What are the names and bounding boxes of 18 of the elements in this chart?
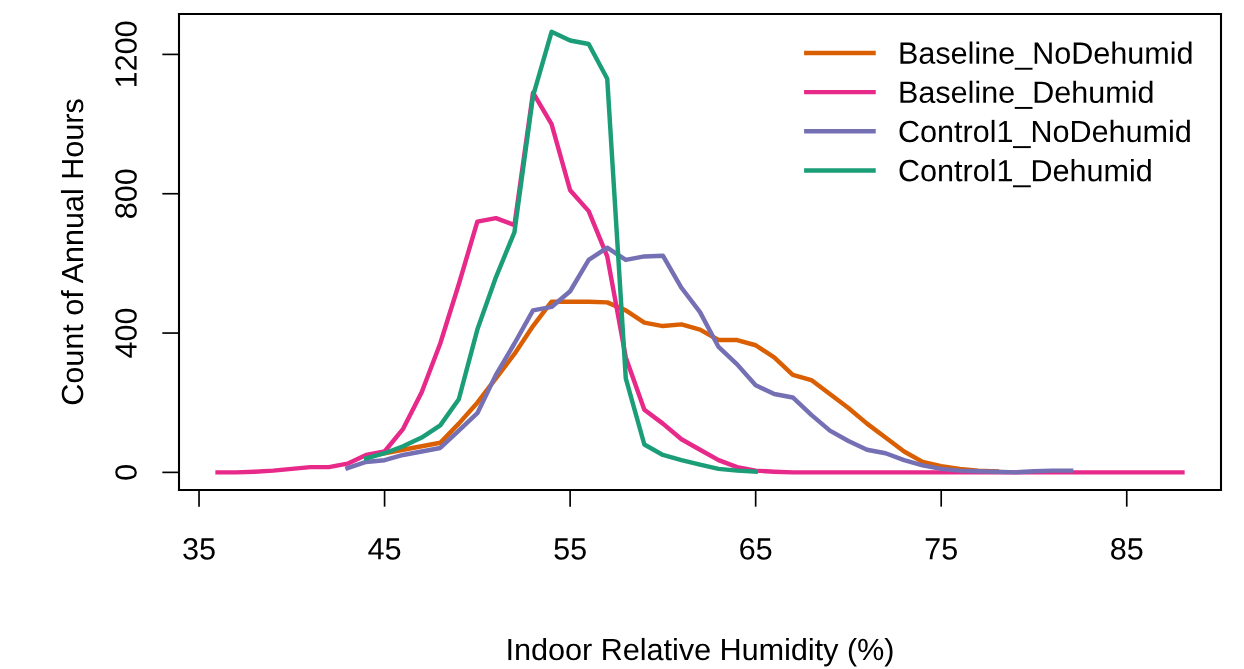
line-series — [345, 245, 1074, 475]
y-tick-label: 0 — [115, 465, 137, 480]
y-tick-label: 1200 — [115, 21, 137, 87]
x-tick-label: 75 — [925, 538, 957, 560]
x-tick-label: 65 — [740, 538, 772, 560]
x-tick-label: 45 — [368, 538, 401, 560]
legend-label: Baseline_NoDehumid — [900, 41, 1192, 70]
x-tick-label: 55 — [554, 538, 586, 560]
y-tick-label: 400 — [115, 308, 137, 358]
line-series — [363, 29, 758, 474]
legend-label: Control1_NoDehumid — [899, 119, 1190, 149]
y-tick-label: 800 — [115, 169, 137, 218]
x-tick-label: 35 — [183, 538, 215, 560]
legend-label: Baseline_Dehumid — [900, 80, 1153, 109]
x-tick-label: 85 — [1111, 538, 1143, 560]
legend-label: Control1_Dehumid — [899, 159, 1151, 188]
y-axis-title: Count of Annual Hours — [60, 99, 84, 405]
x-axis-title: Indoor Relative Humidity (%) — [508, 637, 893, 667]
